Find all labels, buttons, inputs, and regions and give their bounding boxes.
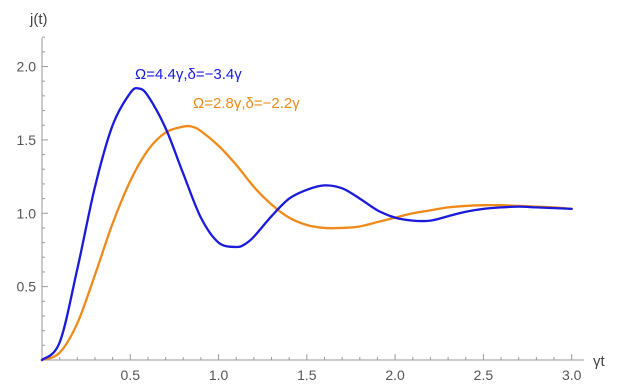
y-tick-label: 1.5	[17, 132, 37, 148]
x-tick-label: 1.0	[209, 367, 229, 383]
series-line-1	[40, 86, 573, 362]
x-tick-label: 0.5	[121, 367, 141, 383]
series-layer: Ω=4.4γ,δ=−3.4γ Ω=2.8γ,δ=−2.2γ	[40, 66, 573, 362]
y-tick-label: 0.5	[17, 279, 37, 295]
series-label-1: Ω=4.4γ,δ=−3.4γ	[135, 66, 242, 83]
series-line-2	[40, 124, 573, 362]
x-tick-label: 3.0	[562, 367, 582, 383]
series-label-2: Ω=2.8γ,δ=−2.2γ	[193, 95, 300, 112]
x-tick-label: 2.0	[385, 367, 405, 383]
x-axis-label: γt	[593, 353, 606, 370]
y-tick-label: 1.0	[17, 205, 37, 221]
x-tick-label: 2.5	[474, 367, 494, 383]
y-axis-label: j(t)	[29, 11, 48, 28]
axes: 0.5 1.0 1.5 2.0 2.5 3.0 0.5 1.0 1.5 2.0	[17, 36, 584, 383]
y-tick-label: 2.0	[17, 59, 37, 75]
x-tick-label: 1.5	[297, 367, 317, 383]
